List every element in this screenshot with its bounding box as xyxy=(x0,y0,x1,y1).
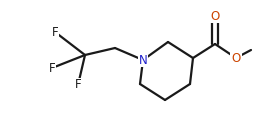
Text: F: F xyxy=(49,62,55,74)
Text: F: F xyxy=(75,79,81,91)
Text: O: O xyxy=(210,10,220,22)
Text: N: N xyxy=(139,53,147,67)
Text: O: O xyxy=(231,51,241,65)
Text: F: F xyxy=(52,25,58,39)
